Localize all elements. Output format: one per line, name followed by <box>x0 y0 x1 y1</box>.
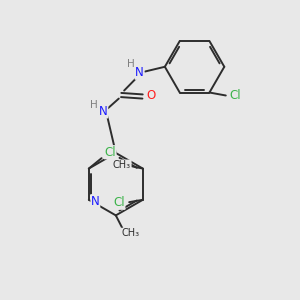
Text: N: N <box>135 66 144 79</box>
Text: O: O <box>146 88 155 101</box>
Text: N: N <box>99 105 108 118</box>
Text: H: H <box>90 100 98 110</box>
Text: H: H <box>128 59 135 69</box>
Text: Cl: Cl <box>104 146 116 159</box>
Text: Cl: Cl <box>113 196 125 209</box>
Text: N: N <box>91 195 100 208</box>
Text: CH₃: CH₃ <box>121 228 139 238</box>
Text: Cl: Cl <box>230 89 241 102</box>
Text: CH₃: CH₃ <box>113 160 131 170</box>
